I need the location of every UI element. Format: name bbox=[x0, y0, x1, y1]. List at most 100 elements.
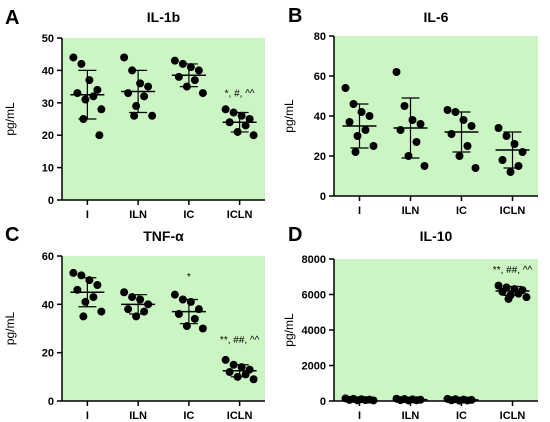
data-point bbox=[400, 102, 409, 110]
x-tick-label: I bbox=[358, 205, 361, 217]
chart-panel-b: B IL-6 0 20 40 60 80 pg/mL I ILN IC ICLN bbox=[282, 5, 538, 217]
x-tick-label: IC bbox=[183, 410, 194, 422]
data-point bbox=[85, 76, 94, 85]
data-point bbox=[522, 293, 531, 302]
series-iln bbox=[392, 68, 429, 170]
data-point bbox=[97, 307, 106, 316]
data-point bbox=[95, 131, 104, 140]
y-tick-label: 0 bbox=[48, 195, 54, 207]
data-point bbox=[361, 126, 370, 134]
data-point bbox=[136, 295, 145, 304]
data-point bbox=[148, 111, 157, 120]
data-point bbox=[504, 294, 513, 303]
y-tick-label: 0 bbox=[320, 191, 326, 203]
series-icln bbox=[494, 281, 531, 303]
y-tick-label: 10 bbox=[42, 163, 54, 175]
data-point bbox=[120, 53, 129, 62]
data-point bbox=[89, 92, 98, 101]
data-point bbox=[69, 268, 78, 277]
data-point bbox=[79, 312, 88, 321]
y-tick-label: 40 bbox=[314, 111, 326, 123]
y-tick-label: 80 bbox=[314, 31, 326, 43]
data-point bbox=[120, 288, 129, 297]
data-point bbox=[467, 122, 476, 130]
y-tick-label: 2000 bbox=[302, 361, 326, 373]
data-point bbox=[392, 68, 401, 76]
y-tick-label: 30 bbox=[42, 98, 54, 110]
data-point bbox=[249, 131, 258, 140]
data-point bbox=[249, 375, 258, 384]
data-point bbox=[443, 106, 452, 114]
chart-panel-d: D IL-10 0 2000 4000 6000 8000 pg/mL I ILN IC ICLN **… bbox=[282, 224, 538, 422]
y-tick-label: 8000 bbox=[302, 254, 326, 266]
data-point bbox=[396, 126, 405, 134]
chart-title: IL-10 bbox=[420, 228, 453, 244]
data-point bbox=[136, 79, 145, 88]
data-point bbox=[498, 287, 507, 296]
panel-letter: D bbox=[288, 224, 302, 246]
panel-letter: C bbox=[5, 224, 19, 246]
data-point bbox=[412, 138, 421, 146]
y-axis-label: pg/mL bbox=[282, 313, 296, 347]
series-icln bbox=[494, 124, 530, 176]
series-ic bbox=[170, 290, 207, 333]
data-point bbox=[81, 297, 90, 306]
series-i bbox=[69, 53, 106, 140]
panel-letter: B bbox=[288, 5, 302, 27]
data-point bbox=[241, 121, 250, 130]
y-tick-label: 60 bbox=[314, 71, 326, 83]
y-tick-label: 4000 bbox=[302, 325, 326, 337]
significance-annotation: **, ##, ^^ bbox=[220, 335, 260, 346]
y-axis-label: pg/mL bbox=[3, 312, 17, 346]
data-point bbox=[97, 105, 106, 114]
x-tick-label: I bbox=[86, 209, 89, 221]
plot-area bbox=[334, 259, 538, 401]
data-point bbox=[471, 164, 480, 172]
y-axis-label: pg/mL bbox=[3, 102, 17, 136]
data-point bbox=[221, 105, 230, 114]
chart-title: IL-1b bbox=[147, 9, 180, 25]
data-point bbox=[245, 115, 254, 123]
y-tick-label: 20 bbox=[314, 151, 326, 163]
data-point bbox=[190, 314, 199, 323]
data-point bbox=[198, 89, 207, 98]
data-point bbox=[447, 130, 456, 138]
chart-title: IL-6 bbox=[424, 9, 449, 25]
data-point bbox=[351, 148, 360, 156]
series-iln bbox=[392, 394, 428, 405]
series-iln bbox=[120, 288, 156, 321]
data-point bbox=[93, 85, 102, 94]
data-point bbox=[455, 152, 464, 160]
data-point bbox=[144, 82, 153, 91]
data-point bbox=[420, 162, 429, 170]
x-tick-label: ICLN bbox=[500, 410, 526, 422]
y-tick-label: 40 bbox=[42, 299, 54, 311]
chart-panel-c: C TNF-α 0 20 40 60 pg/mL I ILN IC ICLN * **, ##, ^^ bbox=[3, 224, 265, 422]
x-tick-label: ICLN bbox=[227, 209, 253, 221]
x-tick-label: ILN bbox=[129, 209, 147, 221]
data-point bbox=[93, 281, 102, 289]
data-point bbox=[198, 324, 207, 333]
series-icln bbox=[221, 355, 258, 384]
series-i bbox=[341, 394, 378, 405]
data-point bbox=[77, 59, 86, 68]
panel-letter: A bbox=[5, 7, 19, 29]
data-point bbox=[506, 168, 515, 176]
data-point bbox=[89, 293, 98, 302]
x-tick-label: IC bbox=[456, 205, 467, 217]
data-point bbox=[124, 305, 133, 314]
series-i bbox=[69, 268, 106, 321]
series-ic bbox=[170, 56, 207, 98]
data-point bbox=[341, 84, 350, 92]
significance-annotation: **, ##, ^^ bbox=[493, 265, 533, 276]
y-axis-label: pg/mL bbox=[282, 99, 296, 133]
y-tick-label: 20 bbox=[42, 130, 54, 142]
data-point bbox=[416, 120, 425, 128]
data-point bbox=[170, 290, 179, 299]
data-point bbox=[225, 368, 234, 376]
significance-annotation: * bbox=[187, 272, 191, 283]
data-point bbox=[81, 95, 90, 104]
y-tick-label: 20 bbox=[42, 348, 54, 360]
data-point bbox=[174, 72, 183, 81]
